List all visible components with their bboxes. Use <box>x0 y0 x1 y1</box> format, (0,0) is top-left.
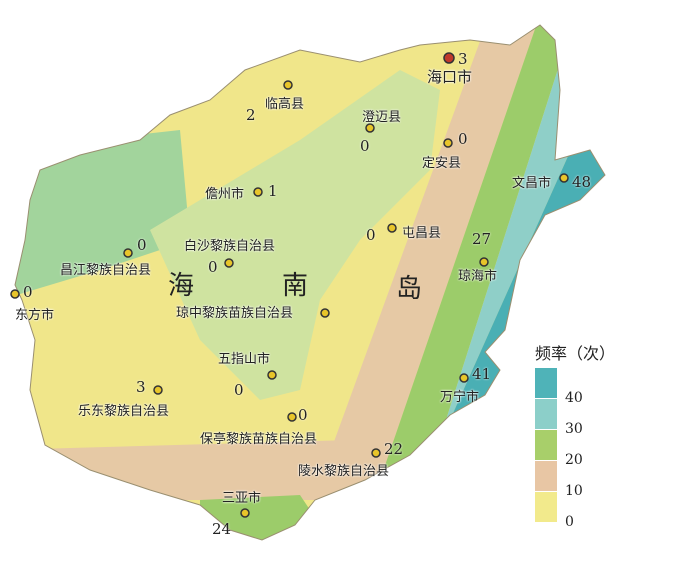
frequency-value: 0 <box>366 226 376 244</box>
city-marker <box>443 138 453 148</box>
city-name: 东方市 <box>15 308 55 323</box>
city-marker <box>443 52 455 64</box>
legend-swatch <box>535 461 557 491</box>
city-name: 白沙黎族自治县 <box>184 239 276 254</box>
city-name: 文昌市 <box>512 176 552 191</box>
legend-swatch <box>535 368 557 398</box>
zone-10 <box>320 25 545 480</box>
legend-label: 0 <box>565 514 574 530</box>
frequency-value: 41 <box>472 365 492 383</box>
frequency-value: 3 <box>136 378 146 396</box>
legend-title: 频率（次） <box>535 344 616 363</box>
frequency-value: 0 <box>208 258 218 276</box>
legend-swatch <box>535 430 557 460</box>
legend-label: 20 <box>565 452 583 468</box>
legend-swatch <box>535 492 557 522</box>
city-marker <box>283 80 293 90</box>
frequency-value: 0 <box>137 236 147 254</box>
frequency-value: 0 <box>23 283 33 301</box>
island-outline <box>14 24 606 541</box>
city-name: 海口市 <box>427 68 473 86</box>
city-name: 澄迈县 <box>362 110 402 125</box>
frequency-value: 0 <box>360 137 370 155</box>
city-marker <box>387 223 397 233</box>
city-marker <box>365 123 375 133</box>
frequency-value: 27 <box>472 230 492 248</box>
city-marker <box>224 258 234 268</box>
city-marker <box>371 448 381 458</box>
city-marker <box>479 257 489 267</box>
legend-swatch <box>535 399 557 429</box>
frequency-value: 0 <box>458 130 468 148</box>
frequency-value: 3 <box>458 50 468 68</box>
city-marker <box>267 370 277 380</box>
city-marker <box>287 412 297 422</box>
zone-20 <box>380 25 580 480</box>
city-marker <box>10 289 20 299</box>
legend-label: 30 <box>565 421 583 437</box>
city-name: 乐东黎族自治县 <box>78 404 170 419</box>
city-name: 万宁市 <box>440 390 480 405</box>
city-name: 儋州市 <box>205 187 245 202</box>
city-name: 屯昌县 <box>402 226 442 241</box>
city-marker <box>153 385 163 395</box>
city-marker <box>123 248 133 258</box>
island-label-char: 海 <box>168 271 195 301</box>
city-marker <box>559 173 569 183</box>
city-name: 昌江黎族自治县 <box>60 263 152 278</box>
west-green-zone <box>15 130 190 300</box>
city-name: 定安县 <box>422 156 462 171</box>
city-name: 陵水黎族自治县 <box>298 464 390 479</box>
city-name: 琼中黎族苗族自治县 <box>176 306 294 321</box>
frequency-value: 0 <box>298 406 308 424</box>
city-name: 琼海市 <box>458 269 498 284</box>
city-marker <box>320 308 330 318</box>
island-label-char: 南 <box>282 271 309 301</box>
sanya-green <box>200 495 330 540</box>
legend-label: 10 <box>565 483 583 499</box>
city-marker <box>253 187 263 197</box>
frequency-value: 24 <box>212 520 232 538</box>
island-label-char: 岛 <box>396 274 423 304</box>
frequency-value: 22 <box>384 440 404 458</box>
city-name: 保亭黎族苗族自治县 <box>200 432 318 447</box>
frequency-value: 1 <box>268 182 278 200</box>
frequency-value: 48 <box>572 173 592 191</box>
city-name: 五指山市 <box>218 352 271 367</box>
legend-label: 40 <box>565 390 583 406</box>
city-marker <box>459 373 469 383</box>
frequency-value: 2 <box>246 106 256 124</box>
central-zone <box>150 70 440 400</box>
frequency-value: 0 <box>234 381 244 399</box>
city-name: 临高县 <box>265 97 305 112</box>
city-marker <box>240 508 250 518</box>
city-name: 三亚市 <box>222 491 262 506</box>
